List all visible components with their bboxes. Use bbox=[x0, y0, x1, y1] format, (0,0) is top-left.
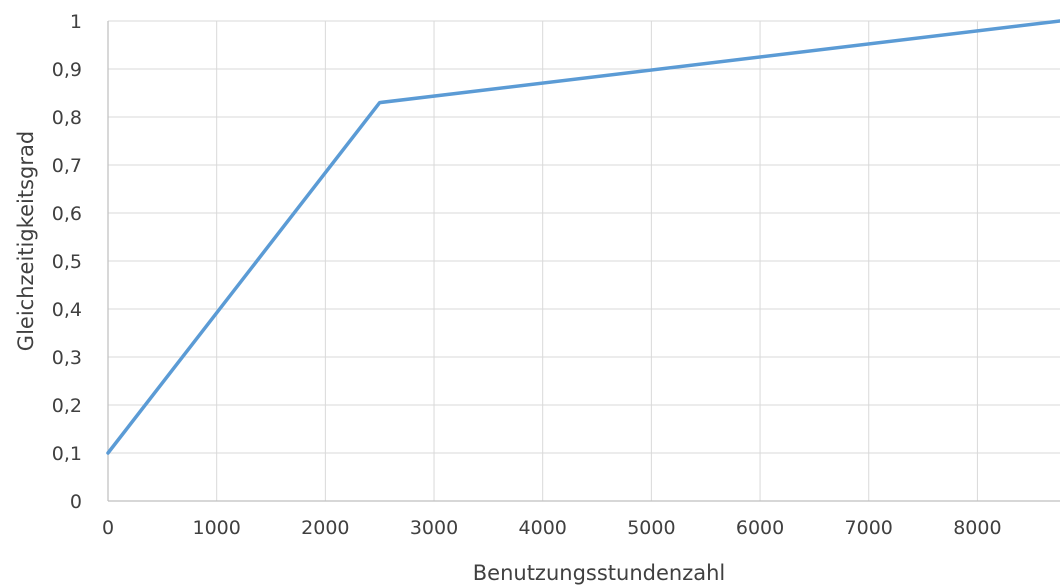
grid-lines bbox=[108, 20, 1060, 501]
y-tick-label: 0,3 bbox=[52, 347, 82, 369]
series-line bbox=[106, 19, 1060, 455]
y-tick-label: 0,1 bbox=[52, 443, 82, 465]
y-tick-label: 0,7 bbox=[52, 155, 82, 177]
y-tick-label: 0 bbox=[70, 491, 82, 513]
y-tick-label: 0,9 bbox=[52, 59, 82, 81]
axes bbox=[107, 21, 1060, 502]
x-axis-title: Benutzungsstundenzahl bbox=[473, 561, 725, 585]
y-tick-label: 0,5 bbox=[52, 251, 82, 273]
x-tick-label: 1000 bbox=[192, 517, 240, 539]
y-axis-title: Gleichzeitigkeitsgrad bbox=[14, 131, 38, 351]
x-tick-label: 8000 bbox=[953, 517, 1001, 539]
x-tick-label: 4000 bbox=[519, 517, 567, 539]
x-tick-label: 6000 bbox=[736, 517, 784, 539]
y-tick-label: 0,8 bbox=[52, 107, 82, 129]
y-tick-label: 1 bbox=[70, 11, 82, 33]
series-layer bbox=[106, 19, 1060, 455]
y-tick-label: 0,2 bbox=[52, 395, 82, 417]
x-tick-label: 2000 bbox=[301, 517, 349, 539]
x-tick-label: 5000 bbox=[627, 517, 675, 539]
y-tick-label: 0,6 bbox=[52, 203, 82, 225]
x-tick-label: 7000 bbox=[845, 517, 893, 539]
x-tick-label: 0 bbox=[102, 517, 114, 539]
y-axis-tick-labels: 0 0,1 0,2 0,3 0,4 0,5 0,6 0,7 0,8 0,9 1 bbox=[52, 11, 82, 513]
y-tick-label: 0,4 bbox=[52, 299, 82, 321]
x-axis-tick-labels: 0 1000 2000 3000 4000 5000 6000 7000 8000 bbox=[102, 517, 1002, 539]
x-tick-label: 3000 bbox=[410, 517, 458, 539]
